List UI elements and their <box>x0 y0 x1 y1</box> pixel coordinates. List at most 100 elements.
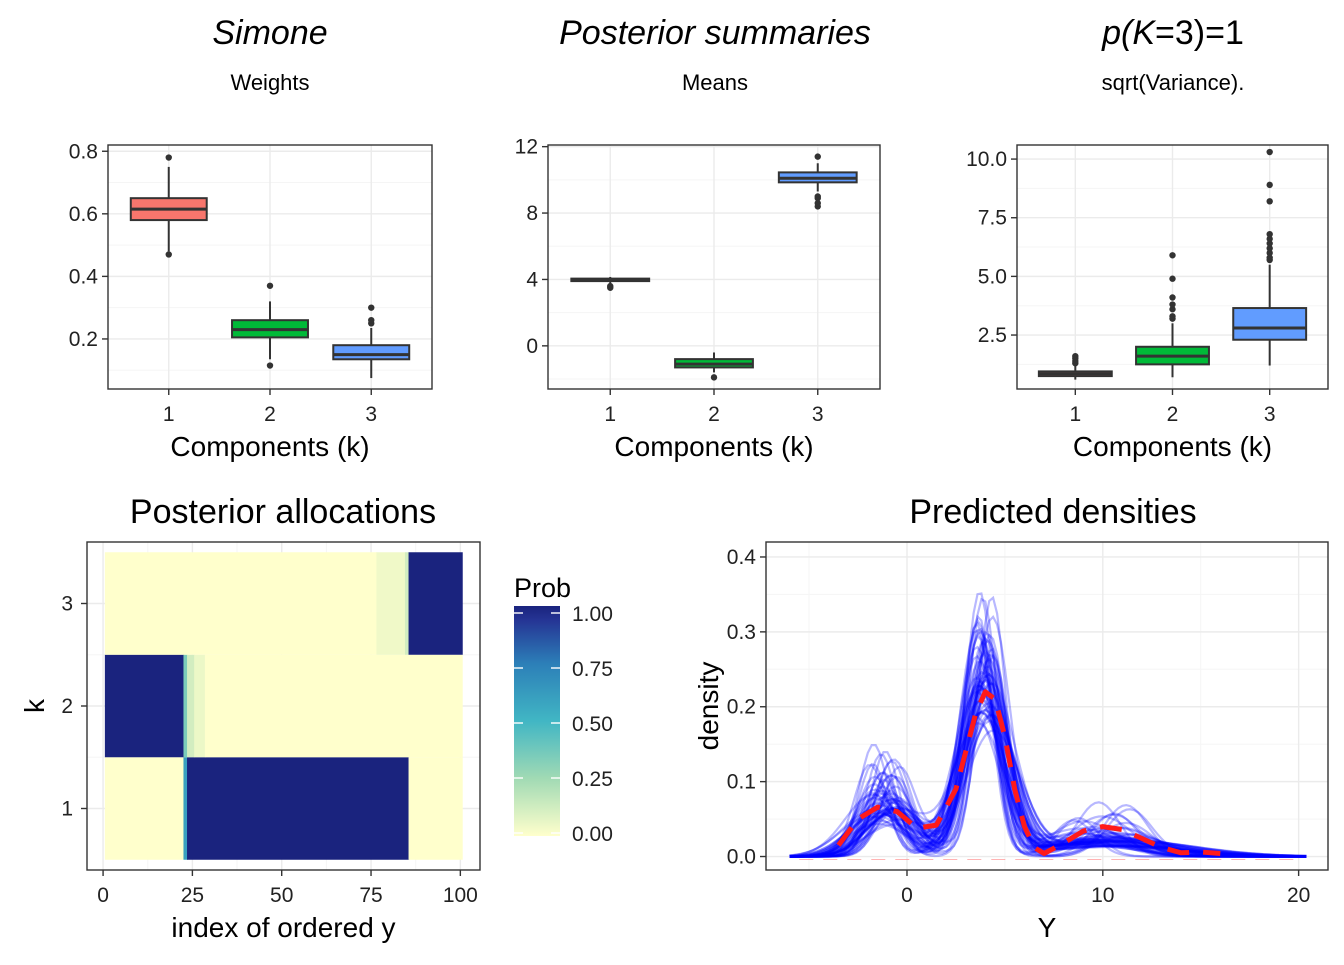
x-axis-title: Components (k) <box>1073 431 1272 462</box>
outlier-point <box>1266 245 1273 252</box>
sampled-density-curve <box>789 715 1307 858</box>
outlier-point <box>1266 148 1273 156</box>
outlier-point <box>1169 294 1176 301</box>
x-tick-label: 2 <box>708 403 720 426</box>
outlier-point <box>266 282 274 289</box>
k-probability-title: p(K=3)=1 <box>1101 14 1244 52</box>
sd-subtitle: sqrt(Variance). <box>1102 70 1245 95</box>
outlier-point <box>814 199 821 207</box>
outlier-point <box>1169 252 1176 259</box>
summaries-title: Posterior summaries <box>559 14 871 52</box>
outlier-point <box>1169 306 1176 313</box>
outlier-point <box>1266 235 1273 243</box>
sampled-density-curve <box>789 698 1307 858</box>
x-tick-label: 10 <box>1091 884 1114 907</box>
heatmap-tile-k1 <box>408 757 463 860</box>
x-tick-label: 20 <box>1287 884 1310 907</box>
y-tick-label: 10.0 <box>966 148 1007 171</box>
heatmap-tile-k3 <box>404 552 410 655</box>
x-tick-label: 2 <box>264 403 276 426</box>
x-axis-title: Components (k) <box>170 431 369 462</box>
outlier-point <box>1169 301 1176 308</box>
outlier-point <box>710 374 718 381</box>
k-prob-prefix: p( <box>1101 14 1136 52</box>
y-tick-label: 0.4 <box>727 546 757 569</box>
legend-ticks: 0.00 0.25 0.50 0.75 1.00 <box>514 603 613 846</box>
outlier-point <box>1266 254 1273 261</box>
y-tick-label: 2 <box>61 695 73 718</box>
y-tick-label: 2.5 <box>978 324 1007 347</box>
y-axis-title: k <box>19 698 50 713</box>
box-component-3 <box>1232 307 1308 341</box>
sampled-density-curve <box>789 713 1307 858</box>
x-tick-label: 1 <box>604 403 616 426</box>
outlier-point <box>266 362 274 369</box>
y-tick-label: 7.5 <box>978 207 1007 230</box>
y-tick-label: 0.2 <box>69 328 98 351</box>
sampled-density-curve <box>789 711 1307 858</box>
outlier-point <box>1266 240 1273 247</box>
x-tick-label: 3 <box>365 403 377 426</box>
x-tick-label: 0 <box>901 884 913 907</box>
outlier-point <box>1169 275 1176 282</box>
legend-colorbar <box>514 606 560 836</box>
mean-density-curve <box>836 689 1221 856</box>
sampled-density-curve <box>789 719 1307 858</box>
x-tick-label: 3 <box>1264 403 1276 426</box>
heatmap-tile-k2 <box>104 654 185 758</box>
x-tick-label: 0 <box>97 884 109 907</box>
outlier-point <box>607 282 614 290</box>
outlier-point <box>1266 249 1273 257</box>
heatmap-tile-k3 <box>408 552 463 655</box>
sampled-density-curve <box>789 711 1307 858</box>
sampled-density-curve <box>789 647 1307 858</box>
heatmap-tile-k2 <box>187 654 195 758</box>
legend-label: 0.00 <box>572 823 613 846</box>
heatmap-tile-k3 <box>376 552 406 655</box>
outlier-point <box>165 154 172 161</box>
y-tick-label: 0.0 <box>727 846 756 869</box>
y-tick-label: 5.0 <box>978 265 1007 288</box>
outlier-point <box>814 153 821 160</box>
legend-label: 0.75 <box>572 658 613 681</box>
y-tick-label: 8 <box>526 202 538 225</box>
legend-label: 0.25 <box>572 768 613 791</box>
means-subtitle: Means <box>682 70 748 95</box>
sampled-density-curve <box>789 660 1307 858</box>
weights-title: Simone <box>212 14 327 52</box>
allocations-heatmap: 0 25 50 75 100 1 2 3 index of ordered y k <box>19 541 481 943</box>
allocations-title: Posterior allocations <box>130 493 436 531</box>
y-tick-label: 0.1 <box>727 771 756 794</box>
y-tick-label: 4 <box>526 268 538 291</box>
outlier-point <box>1072 352 1079 360</box>
densities-title: Predicted densities <box>909 493 1196 531</box>
sd-boxplot: 2.5 5.0 7.5 10.0 1 2 3 Components (k) <box>966 144 1329 462</box>
heatmap-tile-k2 <box>183 654 188 758</box>
x-tick-label: 2 <box>1167 403 1179 426</box>
x-tick-label: 100 <box>443 884 478 907</box>
sampled-density-curve <box>789 665 1307 858</box>
sampled-density-curve <box>789 680 1307 858</box>
weights-boxplot: 0.2 0.4 0.6 0.8 1 2 3 Components (k) <box>69 140 433 462</box>
sampled-density-curve <box>789 687 1307 858</box>
y-tick-label: 3 <box>61 593 73 616</box>
y-tick-label: 0.2 <box>727 696 756 719</box>
sampled-density-curve <box>789 654 1307 858</box>
sampled-density-curve <box>789 592 1307 858</box>
panel-border <box>1016 144 1329 390</box>
x-tick-label: 50 <box>270 884 293 907</box>
y-tick-label: 0.8 <box>69 140 98 163</box>
y-tick-label: 0 <box>526 335 538 358</box>
outlier-point <box>1266 198 1273 205</box>
weights-subtitle: Weights <box>230 70 309 95</box>
heatmap-tile-k1 <box>104 757 185 860</box>
sampled-density-curve <box>789 682 1307 858</box>
sampled-density-curve <box>789 621 1307 858</box>
heatmap-tile-k3 <box>104 552 377 655</box>
sampled-density-curve <box>789 640 1307 858</box>
sampled-density-curve <box>789 633 1307 858</box>
sampled-density-curve <box>789 669 1307 858</box>
x-tick-label: 3 <box>812 403 824 426</box>
